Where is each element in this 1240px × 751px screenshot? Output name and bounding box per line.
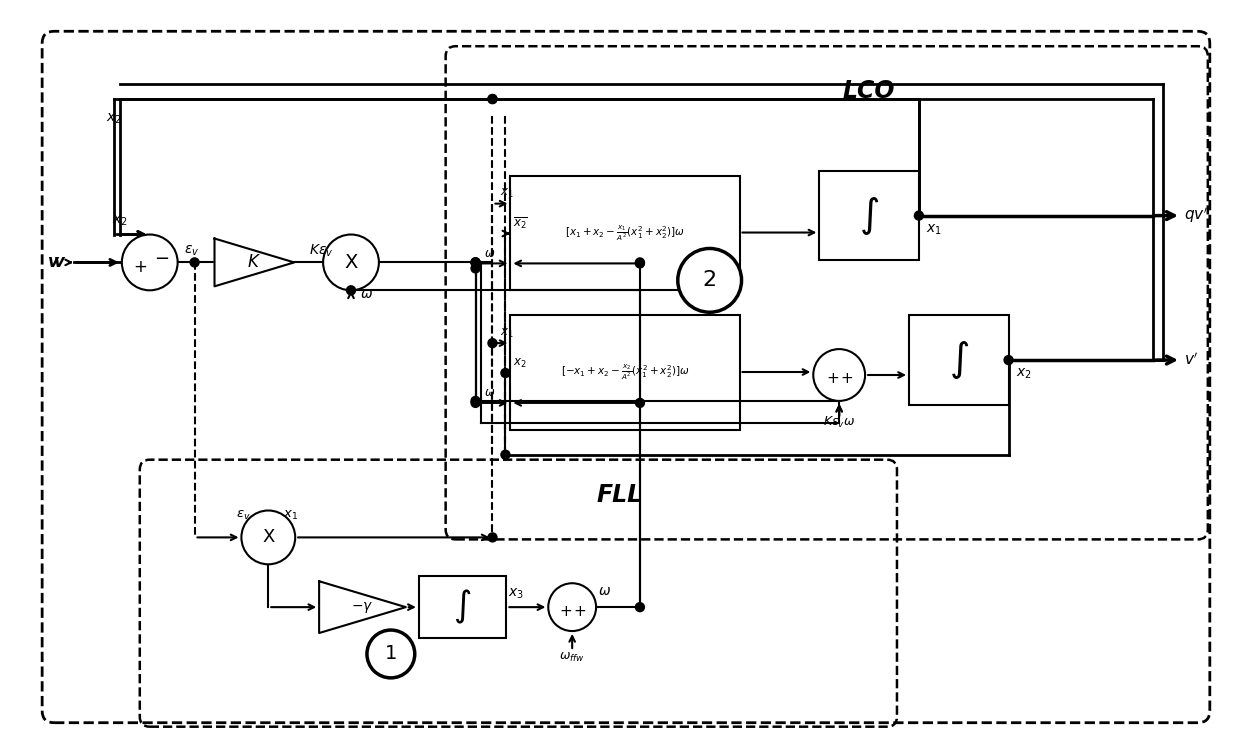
Text: $x_1$: $x_1$ — [501, 187, 515, 201]
Circle shape — [242, 511, 295, 564]
Text: $+$: $+$ — [839, 372, 853, 387]
Circle shape — [548, 584, 596, 631]
Text: $qv'$: $qv'$ — [1184, 206, 1208, 225]
Circle shape — [122, 234, 177, 291]
Text: $\int$: $\int$ — [859, 195, 879, 237]
Bar — [511, 176, 739, 291]
Text: $\boldsymbol{v}$: $\boldsymbol{v}$ — [53, 253, 66, 271]
Text: $+$: $+$ — [133, 258, 146, 276]
Text: $x_2$: $x_2$ — [112, 213, 128, 228]
Text: FLL: FLL — [596, 483, 644, 507]
Text: $v'$: $v'$ — [1184, 351, 1198, 368]
Text: $\varepsilon_v$: $\varepsilon_v$ — [184, 243, 198, 258]
Circle shape — [489, 339, 497, 348]
Circle shape — [471, 258, 480, 267]
Text: $x_1$: $x_1$ — [283, 509, 298, 522]
Circle shape — [1004, 355, 1013, 364]
Text: $[x_1+x_2-\frac{x_1}{A^2}(x_1^2+x_2^2)]\omega$: $[x_1+x_2-\frac{x_1}{A^2}(x_1^2+x_2^2)]\… — [565, 223, 684, 243]
Text: $-\gamma$: $-\gamma$ — [351, 599, 373, 614]
Circle shape — [324, 234, 379, 291]
Circle shape — [678, 249, 742, 312]
Circle shape — [813, 349, 866, 401]
Text: $+$: $+$ — [826, 372, 838, 387]
Text: $\omega$: $\omega$ — [598, 584, 610, 599]
Text: $x_1$: $x_1$ — [501, 327, 515, 339]
Text: $\omega_{ffw}$: $\omega_{ffw}$ — [559, 650, 585, 663]
Text: $[-x_1+x_2-\frac{x_2}{A^2}(x_1^2+x_2^2)]\omega$: $[-x_1+x_2-\frac{x_2}{A^2}(x_1^2+x_2^2)]… — [560, 363, 689, 382]
Text: $\varepsilon_v$: $\varepsilon_v$ — [236, 509, 250, 522]
Text: X: X — [262, 529, 274, 547]
Polygon shape — [319, 581, 405, 633]
Text: LCO: LCO — [843, 79, 895, 103]
Circle shape — [489, 95, 497, 104]
Text: $x_2$: $x_2$ — [513, 357, 527, 369]
Circle shape — [489, 533, 497, 542]
Text: $K\varepsilon_v$: $K\varepsilon_v$ — [309, 243, 334, 258]
Circle shape — [367, 630, 414, 678]
Text: $\int$: $\int$ — [949, 339, 968, 381]
Text: $\overline{x_2}$: $\overline{x_2}$ — [513, 216, 528, 231]
Circle shape — [471, 264, 480, 273]
Circle shape — [635, 399, 645, 407]
Bar — [820, 170, 919, 261]
Polygon shape — [215, 239, 294, 286]
Circle shape — [489, 95, 497, 104]
Circle shape — [635, 602, 645, 611]
Text: 1: 1 — [384, 644, 397, 663]
Text: $\omega$: $\omega$ — [361, 288, 373, 301]
Circle shape — [501, 369, 510, 378]
Text: $x_2$: $x_2$ — [1016, 366, 1032, 382]
Text: $\omega$: $\omega$ — [484, 387, 495, 400]
Text: X: X — [345, 253, 357, 272]
Text: $x_1$: $x_1$ — [926, 222, 941, 237]
Text: $-$: $-$ — [154, 249, 170, 267]
Text: $K$: $K$ — [247, 253, 262, 271]
Text: $x_3$: $x_3$ — [508, 587, 525, 602]
Text: $x_2$: $x_2$ — [105, 112, 122, 126]
Text: $\int$: $\int$ — [454, 588, 471, 626]
Circle shape — [471, 258, 480, 267]
Circle shape — [914, 211, 924, 220]
Text: $K\varepsilon_v\omega$: $K\varepsilon_v\omega$ — [823, 415, 856, 430]
Circle shape — [635, 258, 645, 267]
Circle shape — [471, 399, 480, 407]
Text: $\boldsymbol{v}$: $\boldsymbol{v}$ — [47, 253, 60, 271]
Bar — [419, 576, 506, 638]
Text: $+$: $+$ — [573, 604, 585, 619]
Text: $\omega$: $\omega$ — [484, 247, 495, 260]
Bar — [909, 315, 1008, 405]
Circle shape — [501, 450, 510, 459]
Text: 2: 2 — [703, 270, 717, 291]
Bar — [511, 315, 739, 430]
Circle shape — [346, 286, 356, 295]
Circle shape — [471, 258, 480, 267]
Circle shape — [190, 258, 200, 267]
Circle shape — [635, 259, 645, 268]
Circle shape — [471, 397, 480, 406]
Text: $+$: $+$ — [559, 604, 572, 619]
